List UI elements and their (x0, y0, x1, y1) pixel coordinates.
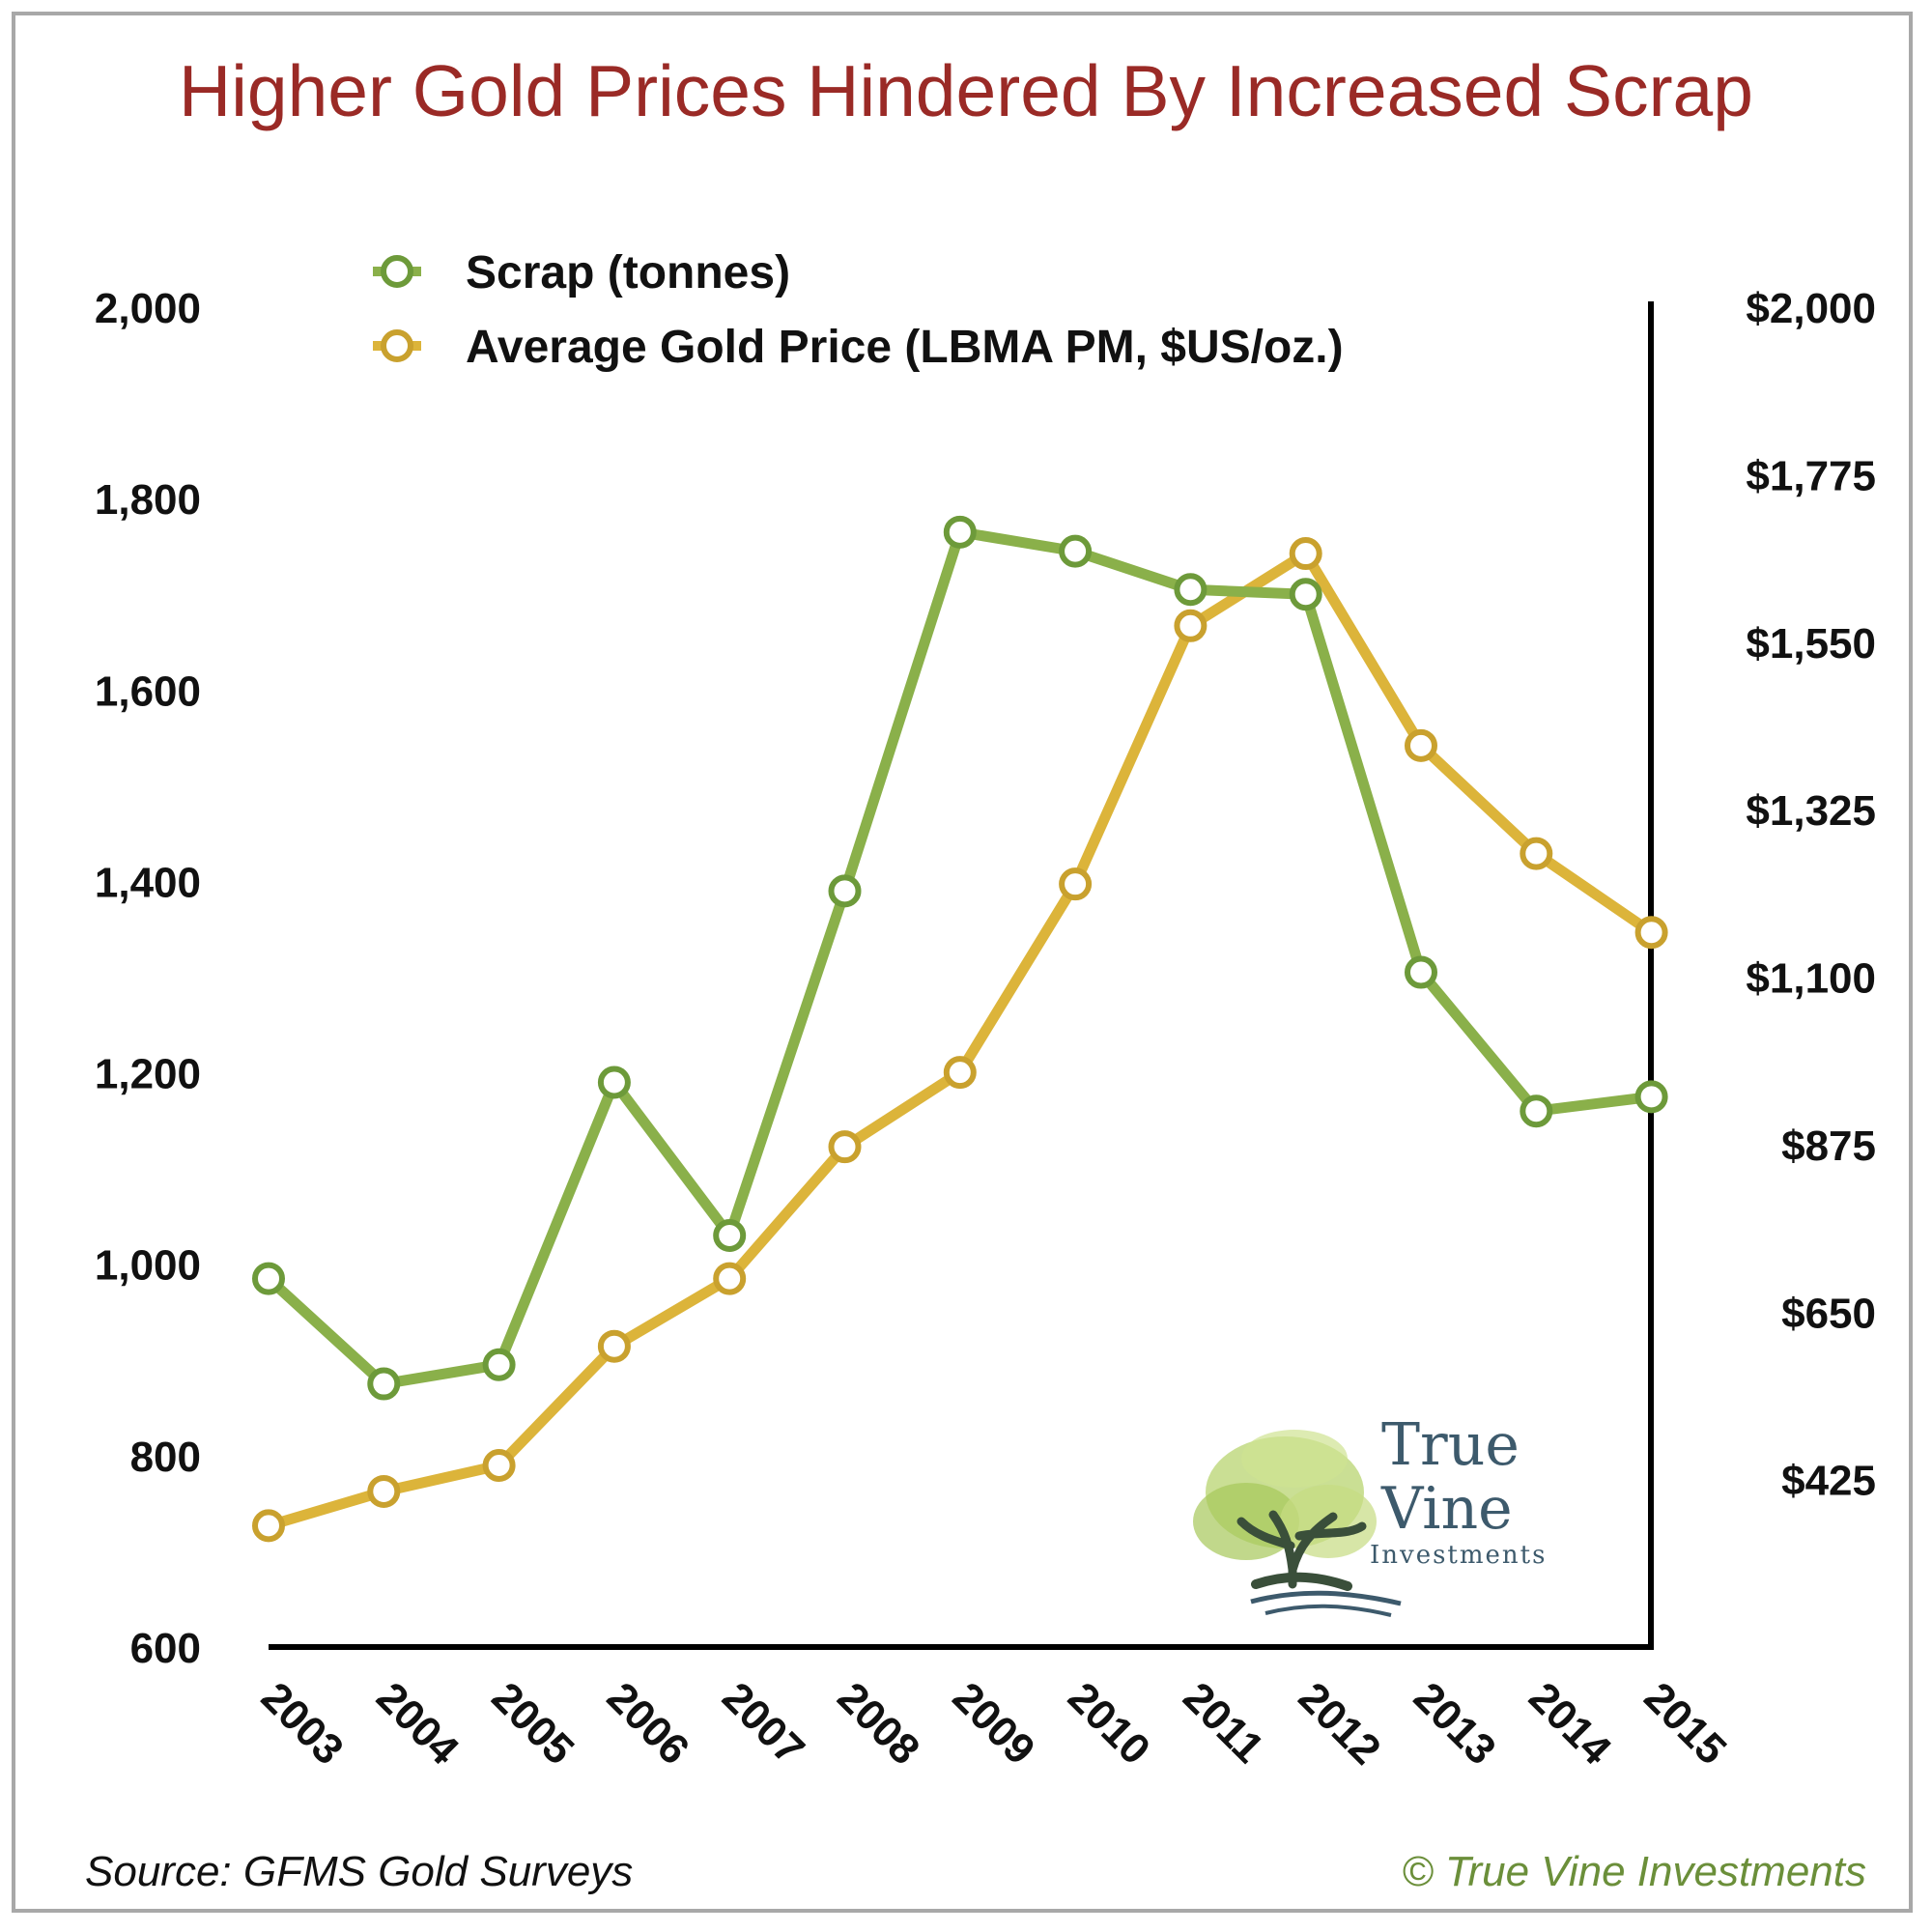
source-note: Source: GFMS Gold Surveys (85, 1848, 633, 1895)
x-tick-label: 2009 (944, 1673, 1044, 1774)
data-point-scrap-2009 (943, 515, 977, 549)
series-layer (252, 515, 1668, 1543)
data-point-price-2004 (367, 1474, 401, 1508)
data-point-scrap-2013 (1405, 955, 1437, 989)
data-point-scrap-2003 (252, 1262, 285, 1295)
left-tick-label: 2,000 (95, 285, 201, 332)
left-tick-label: 800 (130, 1434, 201, 1481)
chart-title: Higher Gold Prices Hindered By Increased… (179, 50, 1753, 131)
x-tick-label: 2015 (1635, 1673, 1736, 1774)
data-point-price-2008 (828, 1130, 862, 1164)
data-point-price-2013 (1405, 728, 1437, 762)
left-tick-label: 1,000 (95, 1242, 201, 1290)
x-tick-label: 2013 (1405, 1673, 1505, 1774)
right-tick-label: $650 (1781, 1290, 1876, 1337)
x-tick-label: 2004 (367, 1673, 468, 1774)
data-point-scrap-2012 (1289, 578, 1322, 611)
right-tick-label: $875 (1781, 1122, 1876, 1170)
data-point-scrap-2015 (1634, 1080, 1668, 1114)
logo-word-investments: Investments (1370, 1541, 1547, 1570)
x-tick-label: 2003 (252, 1673, 353, 1774)
legend-label-scrap: Scrap (tonnes) (466, 247, 790, 298)
true-vine-logo: True Vine Investments (1193, 1411, 1547, 1617)
right-axis-ticks: $2,000 $1,775 $1,550 $1,325 $1,100 $875 $650 $4… (1746, 285, 1876, 1505)
data-point-price-2010 (1059, 867, 1093, 901)
legend-item-price: Average Gold Price (LBMA PM, $US/oz.) (373, 322, 1344, 373)
chart-frame (12, 12, 1913, 1913)
left-tick-label: 1,400 (95, 859, 201, 906)
left-tick-label: 1,200 (95, 1051, 201, 1098)
data-point-scrap-2005 (482, 1348, 516, 1381)
right-tick-label: $2,000 (1746, 285, 1876, 332)
x-tick-label: 2010 (1059, 1673, 1159, 1774)
x-tick-label: 2008 (828, 1673, 928, 1774)
series-line-price (263, 548, 1658, 1531)
left-tick-label: 1,600 (95, 668, 201, 715)
data-point-scrap-2011 (1174, 573, 1208, 607)
data-point-price-2006 (597, 1329, 631, 1363)
data-point-price-2012 (1289, 537, 1322, 571)
data-point-scrap-2004 (367, 1367, 401, 1401)
data-point-price-2014 (1520, 837, 1553, 870)
right-tick-label: $1,325 (1746, 787, 1876, 835)
data-point-price-2009 (943, 1056, 977, 1090)
right-tick-label: $425 (1781, 1458, 1876, 1505)
right-tick-label: $1,550 (1746, 620, 1876, 668)
right-tick-label: $1,100 (1746, 955, 1876, 1003)
x-tick-label: 2011 (1174, 1673, 1272, 1772)
data-point-scrap-2007 (713, 1218, 747, 1252)
legend-label-price: Average Gold Price (LBMA PM, $US/oz.) (466, 322, 1344, 373)
data-point-scrap-2006 (597, 1065, 631, 1099)
x-axis-ticks: 2003 2004 2005 2006 2007 2008 2009 2010 2011 2012… (252, 1673, 1735, 1774)
logo-word-true: True (1381, 1411, 1520, 1479)
data-point-scrap-2010 (1059, 534, 1093, 568)
data-point-scrap-2008 (828, 874, 862, 908)
tree-icon (1193, 1430, 1402, 1617)
x-tick-label: 2005 (483, 1673, 583, 1774)
left-tick-label: 600 (130, 1625, 201, 1672)
x-tick-label: 2006 (598, 1673, 698, 1774)
x-tick-label: 2007 (713, 1673, 813, 1774)
series-price (252, 537, 1668, 1543)
legend-item-scrap: Scrap (tonnes) (373, 247, 790, 298)
x-tick-label: 2012 (1290, 1673, 1390, 1774)
copyright-note: © True Vine Investments (1402, 1848, 1866, 1895)
data-point-price-2015 (1634, 916, 1668, 950)
legend-marker-price (381, 329, 413, 362)
right-tick-label: $1,775 (1746, 452, 1876, 499)
data-point-price-2007 (713, 1262, 747, 1295)
data-point-price-2005 (482, 1448, 516, 1482)
legend-marker-scrap (381, 255, 413, 288)
data-point-price-2011 (1174, 609, 1208, 642)
legend: Scrap (tonnes) Average Gold Price (LBMA … (373, 247, 1344, 373)
left-tick-label: 1,800 (95, 476, 201, 524)
data-point-scrap-2014 (1520, 1094, 1553, 1128)
logo-word-vine: Vine (1380, 1475, 1513, 1543)
data-point-price-2003 (252, 1509, 285, 1543)
series-line-scrap (263, 526, 1658, 1390)
x-tick-label: 2014 (1520, 1673, 1620, 1774)
left-axis-ticks: 2,000 1,800 1,600 1,400 1,200 1,000 800 600 (95, 285, 201, 1672)
series-scrap (252, 515, 1668, 1401)
